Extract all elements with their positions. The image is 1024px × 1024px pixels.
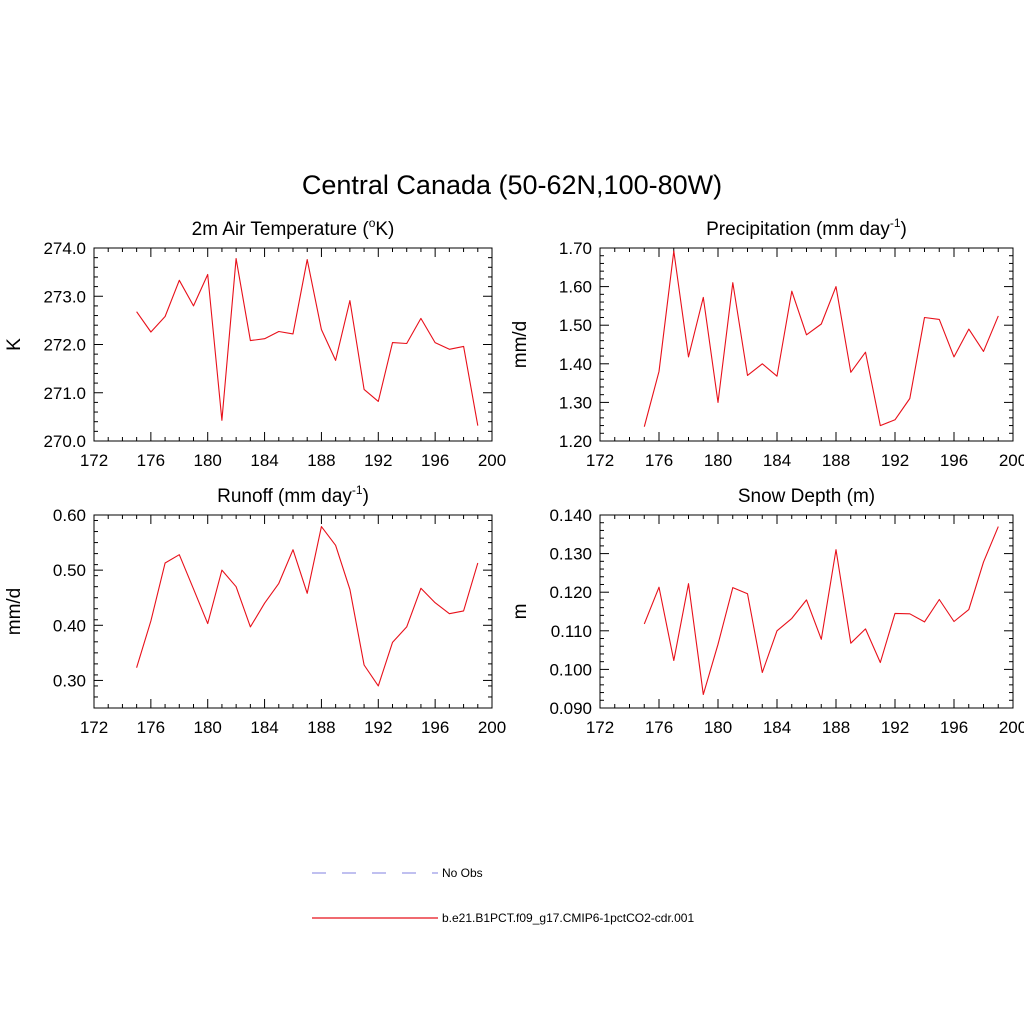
y-tick-label: 274.0 [43, 239, 86, 258]
panel-runoff: Runoff (mm day-1) mm/d 172 176 180 184 188 192 1… [4, 483, 506, 737]
x-tick-label: 172 [80, 451, 108, 470]
panel-precipitation: Precipitation (mm day-1) mm/d 172 176 180 184… [510, 216, 1024, 470]
x-tick-label: 200 [478, 451, 506, 470]
x-tick-label: 192 [881, 451, 909, 470]
y-tick-label: 0.090 [549, 699, 592, 718]
y-tick-label: 272.0 [43, 336, 86, 355]
panel-title-superscript: o [369, 216, 376, 230]
x-tick-label: 172 [586, 718, 614, 737]
x-tick-label: 188 [822, 718, 850, 737]
x-tick-label: 180 [194, 718, 222, 737]
y-tick-label: 0.30 [53, 671, 86, 690]
x-tick-label: 172 [586, 451, 614, 470]
panel-title-suffix: ) [363, 486, 369, 507]
series-line-precipitation [643, 250, 999, 427]
panel-title-suffix: K) [375, 219, 394, 240]
y-axis-label: mm/d [4, 588, 25, 636]
y-tick-label: 1.30 [559, 393, 592, 412]
panel-title: Snow Depth (m) [738, 486, 875, 507]
y-tick-label: 1.20 [559, 432, 592, 451]
series-line-runoff [136, 526, 479, 687]
x-tick-label: 180 [704, 718, 732, 737]
panel-title-superscript: -1 [352, 483, 363, 497]
panel-title-text: Runoff (mm day [217, 486, 352, 507]
y-tick-label: 0.120 [549, 583, 592, 602]
x-tick-label: 188 [307, 718, 335, 737]
x-tick-label: 184 [763, 451, 791, 470]
y-tick-label: 0.40 [53, 616, 86, 635]
series-line-snow-depth [643, 526, 999, 696]
panel-title-superscript: -1 [890, 216, 901, 230]
x-tick-label: 196 [421, 718, 449, 737]
x-tick-label: 200 [999, 451, 1024, 470]
x-tick-label: 196 [940, 451, 968, 470]
x-tick-label: 180 [704, 451, 732, 470]
y-axis-label: K [4, 338, 25, 351]
panel-title-suffix: ) [901, 219, 907, 240]
plot-frame [93, 247, 493, 442]
y-tick-label: 271.0 [43, 384, 86, 403]
x-tick-label: 184 [250, 718, 278, 737]
legend: No Obs b.e21.B1PCT.f09_g17.CMIP6-1pctCO2… [312, 866, 694, 925]
x-tick-label: 176 [645, 718, 673, 737]
figure-title: Central Canada (50-62N,100-80W) [302, 170, 722, 200]
y-tick-label: 1.50 [559, 316, 592, 335]
x-tick-label: 176 [137, 451, 165, 470]
x-tick-label: 192 [364, 718, 392, 737]
y-tick-label: 1.70 [559, 239, 592, 258]
plot-frame [599, 514, 1014, 709]
y-tick-label: 0.140 [549, 506, 592, 525]
legend-label-model: b.e21.B1PCT.f09_g17.CMIP6-1pctCO2-cdr.00… [442, 911, 694, 925]
legend-label-no-obs: No Obs [442, 866, 483, 880]
x-tick-label: 200 [478, 718, 506, 737]
series-line-air-temperature [136, 258, 479, 426]
x-tick-label: 176 [137, 718, 165, 737]
x-tick-label: 196 [421, 451, 449, 470]
panel-title-text: Snow Depth (m) [738, 486, 875, 507]
x-tick-label: 188 [307, 451, 335, 470]
y-tick-label: 0.100 [549, 660, 592, 679]
y-axis-label: mm/d [510, 321, 531, 369]
y-tick-label: 0.110 [551, 622, 592, 641]
panel-title: 2m Air Temperature (oK) [192, 216, 395, 240]
x-tick-label: 188 [822, 451, 850, 470]
panel-title: Precipitation (mm day-1) [706, 216, 907, 240]
y-tick-label: 0.50 [53, 561, 86, 580]
panel-air-temperature: 2m Air Temperature (oK) K 172 176 180 184 188 1… [4, 216, 506, 470]
x-tick-label: 176 [645, 451, 673, 470]
y-tick-label: 0.130 [549, 545, 592, 564]
panel-title-text: Precipitation (mm day [706, 219, 890, 240]
y-tick-label: 273.0 [43, 287, 86, 306]
x-tick-label: 184 [763, 718, 791, 737]
y-axis-label: m [510, 604, 531, 620]
y-tick-label: 0.60 [53, 506, 86, 525]
x-tick-label: 180 [194, 451, 222, 470]
panel-title-text: 2m Air Temperature ( [192, 219, 370, 240]
panel-snow-depth: Snow Depth (m) m 172 176 180 184 188 192 196 200 0… [510, 486, 1024, 737]
x-tick-label: 200 [999, 718, 1024, 737]
x-tick-label: 172 [80, 718, 108, 737]
x-tick-label: 192 [881, 718, 909, 737]
x-tick-label: 192 [364, 451, 392, 470]
x-tick-label: 184 [250, 451, 278, 470]
panel-title: Runoff (mm day-1) [217, 483, 369, 507]
y-tick-label: 1.40 [559, 355, 592, 374]
y-tick-label: 1.60 [559, 278, 592, 297]
y-tick-label: 270.0 [43, 432, 86, 451]
x-tick-label: 196 [940, 718, 968, 737]
